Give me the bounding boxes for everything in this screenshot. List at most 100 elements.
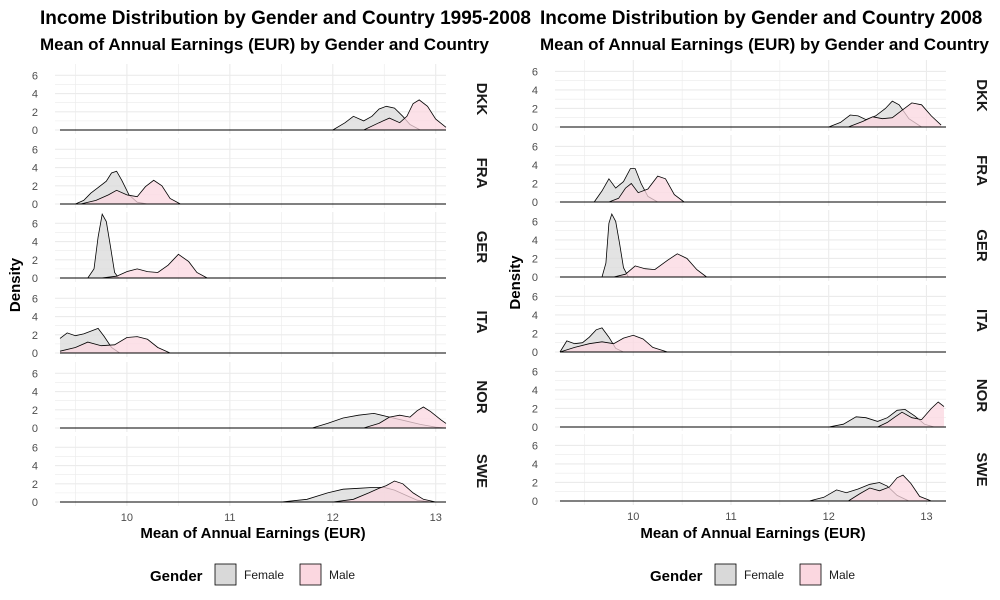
x-tick-label: 10	[121, 512, 133, 524]
y-tick-label: 2	[532, 253, 538, 265]
y-tick-label: 6	[32, 218, 38, 230]
density-line-male	[877, 401, 945, 428]
density-area-male	[363, 407, 446, 428]
y-tick-label: 2	[532, 403, 538, 415]
y-tick-label: 0	[32, 125, 38, 137]
y-tick-label: 2	[532, 328, 538, 340]
y-tick-label: 0	[532, 272, 538, 284]
facet-swe: 0 2 4 6 SWE	[532, 434, 990, 508]
facet-strip-label: SWE	[973, 452, 990, 486]
y-tick-label: 6	[532, 366, 538, 378]
y-tick-label: 2	[532, 477, 538, 489]
y-tick-label: 4	[532, 459, 538, 471]
facet-ita: 0 2 4 6 ITA	[32, 287, 490, 360]
facet-dkk: 0 2 4 6 DKK	[532, 60, 990, 134]
x-axis-title: Mean of Annual Earnings (EUR)	[140, 525, 365, 542]
legend-label-female: Female	[244, 568, 284, 582]
facet-strip-label: FRA	[973, 155, 990, 186]
facet-strip-label: GER	[473, 231, 490, 264]
x-tick-label: 13	[920, 511, 932, 523]
facet-strip-label: FRA	[473, 158, 490, 189]
facet-swe: 0 2 4 6 SWE	[32, 436, 490, 509]
chart-subtitle: Mean of Annual Earnings (EUR) by Gender …	[540, 35, 990, 54]
legend-label-male: Male	[829, 568, 855, 582]
density-area-male	[613, 253, 707, 277]
x-tick-label: 10	[627, 511, 639, 523]
facet-strip-label: ITA	[973, 309, 990, 332]
y-tick-label: 2	[32, 479, 38, 491]
density-area-male	[608, 176, 685, 202]
y-tick-label: 4	[532, 85, 538, 97]
y-tick-label: 2	[532, 178, 538, 190]
density-area-male	[560, 335, 668, 352]
y-tick-label: 6	[532, 440, 538, 452]
density-line-male	[59, 336, 171, 354]
legend-label-male: Male	[329, 568, 355, 582]
facet-strip-label: GER	[973, 229, 990, 262]
y-tick-label: 2	[32, 181, 38, 193]
chart-title: Income Distribution by Gender and Countr…	[40, 8, 531, 29]
y-tick-label: 2	[32, 405, 38, 417]
y-tick-label: 2	[32, 255, 38, 267]
y-tick-label: 0	[532, 122, 538, 134]
y-tick-label: 4	[32, 237, 38, 249]
facet-dkk: 0 2 4 6 DKK	[32, 64, 490, 137]
density-area-male	[877, 402, 945, 427]
y-tick-label: 0	[532, 496, 538, 508]
y-axis-title: Density	[7, 257, 24, 312]
y-tick-label: 2	[32, 330, 38, 342]
y-tick-label: 6	[532, 66, 538, 78]
density-line-male	[848, 474, 932, 502]
chart-title: Income Distribution by Gender and Countr…	[540, 8, 982, 29]
facet-nor: 0 2 4 6 NOR	[32, 362, 490, 435]
y-tick-label: 0	[32, 423, 38, 435]
y-tick-label: 4	[32, 312, 38, 324]
x-tick-label: 13	[430, 512, 442, 524]
facet-strip-label: SWE	[473, 454, 490, 488]
legend-label-female: Female	[744, 568, 784, 582]
y-tick-label: 4	[532, 385, 538, 397]
y-tick-label: 4	[532, 310, 538, 322]
legend-key-female	[214, 563, 237, 586]
y-tick-label: 4	[532, 160, 538, 172]
density-area-male	[101, 254, 208, 278]
y-tick-label: 0	[532, 197, 538, 209]
y-tick-label: 6	[532, 216, 538, 228]
facet-ger: 0 2 4 6 GER	[532, 210, 990, 284]
density-line-male	[848, 102, 942, 128]
legend-title: Gender	[150, 568, 203, 585]
y-tick-label: 0	[532, 422, 538, 434]
density-line-male	[80, 179, 181, 205]
y-tick-label: 0	[32, 273, 38, 285]
facet-strip-label: NOR	[973, 379, 990, 413]
y-tick-label: 4	[32, 387, 38, 399]
density-line-female	[87, 213, 120, 279]
facet-strip-label: NOR	[473, 380, 490, 414]
y-tick-label: 0	[32, 497, 38, 509]
density-line-male	[101, 253, 208, 279]
density-area-male	[80, 180, 181, 204]
y-tick-label: 0	[32, 348, 38, 360]
density-line-male	[559, 334, 668, 353]
density-line-male	[332, 480, 436, 503]
facet-strip-label: ITA	[473, 310, 490, 333]
facet-ger: 0 2 4 6 GER	[32, 212, 490, 285]
legend: Gender Female Male	[650, 563, 855, 586]
density-line-male	[608, 175, 685, 203]
density-line-male	[363, 406, 447, 429]
y-tick-label: 4	[32, 89, 38, 101]
x-tick-label: 12	[327, 512, 339, 524]
density-area-male	[848, 102, 942, 127]
y-tick-label: 2	[32, 107, 38, 119]
facet-strip-label: DKK	[973, 79, 990, 112]
facet-nor: 0 2 4 6 NOR	[532, 360, 990, 434]
y-tick-label: 6	[32, 293, 38, 305]
legend-title: Gender	[650, 568, 703, 585]
legend-key-male	[799, 563, 822, 586]
y-tick-label: 4	[532, 235, 538, 247]
y-tick-label: 0	[532, 347, 538, 359]
y-tick-label: 6	[532, 291, 538, 303]
density-line-male	[363, 99, 447, 131]
density-area-female	[87, 214, 119, 278]
